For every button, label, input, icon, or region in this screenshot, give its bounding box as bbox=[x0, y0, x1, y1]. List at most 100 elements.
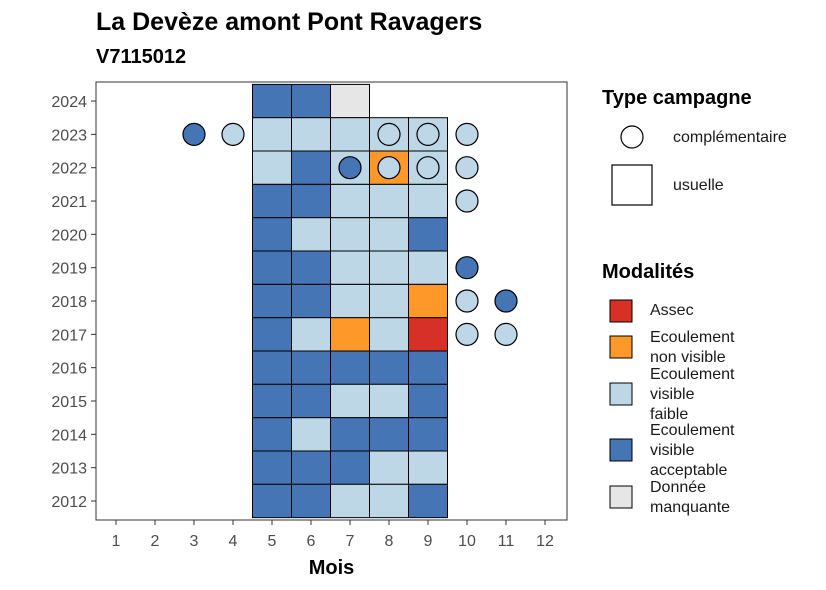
legend-type-label-usuelle: usuelle bbox=[673, 177, 724, 194]
y-tick-label: 2015 bbox=[51, 394, 87, 411]
point-2022-9 bbox=[416, 156, 440, 180]
tile-2022-5 bbox=[252, 150, 292, 185]
tile-2017-9 bbox=[408, 317, 448, 352]
tile-2015-7 bbox=[330, 383, 370, 419]
tile-2023-6 bbox=[291, 117, 331, 152]
x-tick-label: 9 bbox=[424, 533, 433, 550]
tile-2017-8 bbox=[369, 317, 409, 352]
tile-2014-8 bbox=[369, 417, 409, 452]
tile-2017-6 bbox=[291, 317, 331, 352]
y-tick-label: 2018 bbox=[51, 294, 87, 311]
tile-2014-7 bbox=[330, 417, 370, 452]
tile-2021-8 bbox=[369, 183, 409, 219]
y-tick-label: 2022 bbox=[51, 161, 87, 178]
tile-2016-9 bbox=[408, 350, 448, 385]
y-tick-label: 2012 bbox=[51, 494, 87, 511]
y-tick-label: 2017 bbox=[51, 327, 87, 344]
tile-2013-9 bbox=[408, 450, 448, 485]
x-tick-label: 1 bbox=[112, 533, 121, 550]
tile-2023-7 bbox=[330, 117, 370, 152]
legend-label-assec: Assec bbox=[650, 302, 694, 319]
x-tick-label: 2 bbox=[151, 533, 160, 550]
tile-2012-6 bbox=[291, 483, 331, 519]
point-2022-7 bbox=[338, 156, 362, 180]
tile-2021-6 bbox=[291, 183, 331, 219]
tile-2012-9 bbox=[408, 483, 448, 519]
x-tick-label: 10 bbox=[458, 533, 476, 550]
tile-2024-5 bbox=[252, 83, 292, 119]
legend-key-complementaire bbox=[620, 125, 644, 149]
x-tick-label: 3 bbox=[190, 533, 199, 550]
point-2023-4 bbox=[221, 122, 245, 146]
tile-2014-6 bbox=[291, 417, 331, 452]
x-tick-label: 5 bbox=[268, 533, 277, 550]
y-tick-label: 2019 bbox=[51, 261, 87, 278]
legend-key-vf bbox=[609, 382, 633, 406]
tile-2024-6 bbox=[291, 83, 331, 119]
legend-label-donnee-manquante: Donnée manquante bbox=[650, 479, 731, 516]
x-tick-label: 11 bbox=[498, 533, 515, 550]
y-tick-label: 2016 bbox=[51, 361, 87, 378]
chart-subtitle: V7115012 bbox=[96, 46, 187, 68]
tile-2020-6 bbox=[291, 217, 331, 252]
tile-2019-9 bbox=[408, 250, 448, 285]
tile-2022-6 bbox=[291, 150, 331, 185]
tile-2016-8 bbox=[369, 350, 409, 385]
x-tick-label: 6 bbox=[307, 533, 316, 550]
legend-key-va bbox=[609, 438, 633, 462]
point-2023-9 bbox=[416, 122, 440, 146]
tile-2024-7 bbox=[330, 83, 370, 119]
tile-2020-7 bbox=[330, 217, 370, 252]
tile-2020-8 bbox=[369, 217, 409, 252]
point-2017-11 bbox=[494, 322, 518, 346]
chart-title: La Devèze amont Pont Ravagers bbox=[96, 8, 483, 36]
tile-2020-9 bbox=[408, 217, 448, 252]
legend-key-assec bbox=[609, 299, 633, 323]
x-tick-label: 4 bbox=[229, 533, 238, 550]
x-tick-label: 12 bbox=[536, 533, 554, 550]
tile-2018-9 bbox=[408, 283, 448, 319]
point-2018-11 bbox=[494, 289, 518, 313]
point-2021-10 bbox=[455, 189, 479, 213]
tile-2019-7 bbox=[330, 250, 370, 285]
legend-type-title: Type campagne bbox=[602, 87, 752, 109]
point-2023-3 bbox=[182, 122, 206, 146]
tile-2013-8 bbox=[369, 450, 409, 485]
tile-2021-5 bbox=[252, 183, 292, 219]
legend-keys bbox=[609, 125, 653, 509]
tile-2018-8 bbox=[369, 283, 409, 319]
legend-key-dm bbox=[609, 485, 633, 509]
tile-2019-5 bbox=[252, 250, 292, 285]
tile-2015-6 bbox=[291, 383, 331, 419]
tile-2012-5 bbox=[252, 483, 292, 519]
y-tick-label: 2021 bbox=[51, 194, 87, 211]
legend-label-non-visible: Ecoulement non visible bbox=[650, 329, 735, 366]
tile-2013-5 bbox=[252, 450, 292, 485]
point-2022-8 bbox=[377, 156, 401, 180]
tile-2017-7 bbox=[330, 317, 370, 352]
tile-2016-6 bbox=[291, 350, 331, 385]
y-tick-label: 2024 bbox=[51, 94, 87, 111]
y-tick-label: 2013 bbox=[51, 461, 87, 478]
tile-2018-7 bbox=[330, 283, 370, 319]
tile-2020-5 bbox=[252, 217, 292, 252]
tile-2013-7 bbox=[330, 450, 370, 485]
point-2018-10 bbox=[455, 289, 479, 313]
point-2023-10 bbox=[455, 122, 479, 146]
legend-modalites-title: Modalités bbox=[602, 261, 695, 283]
y-tick-label: 2023 bbox=[51, 127, 87, 144]
point-2019-10 bbox=[455, 256, 479, 280]
point-2017-10 bbox=[455, 322, 479, 346]
y-tick-label: 2020 bbox=[51, 227, 87, 244]
x-tick-label: 8 bbox=[385, 533, 394, 550]
tile-2019-6 bbox=[291, 250, 331, 285]
tile-2012-8 bbox=[369, 483, 409, 519]
tile-2016-5 bbox=[252, 350, 292, 385]
tile-2015-8 bbox=[369, 383, 409, 419]
tile-2021-9 bbox=[408, 183, 448, 219]
tile-2012-7 bbox=[330, 483, 370, 519]
tile-2021-7 bbox=[330, 183, 370, 219]
tile-2015-5 bbox=[252, 383, 292, 419]
tile-2013-6 bbox=[291, 450, 331, 485]
